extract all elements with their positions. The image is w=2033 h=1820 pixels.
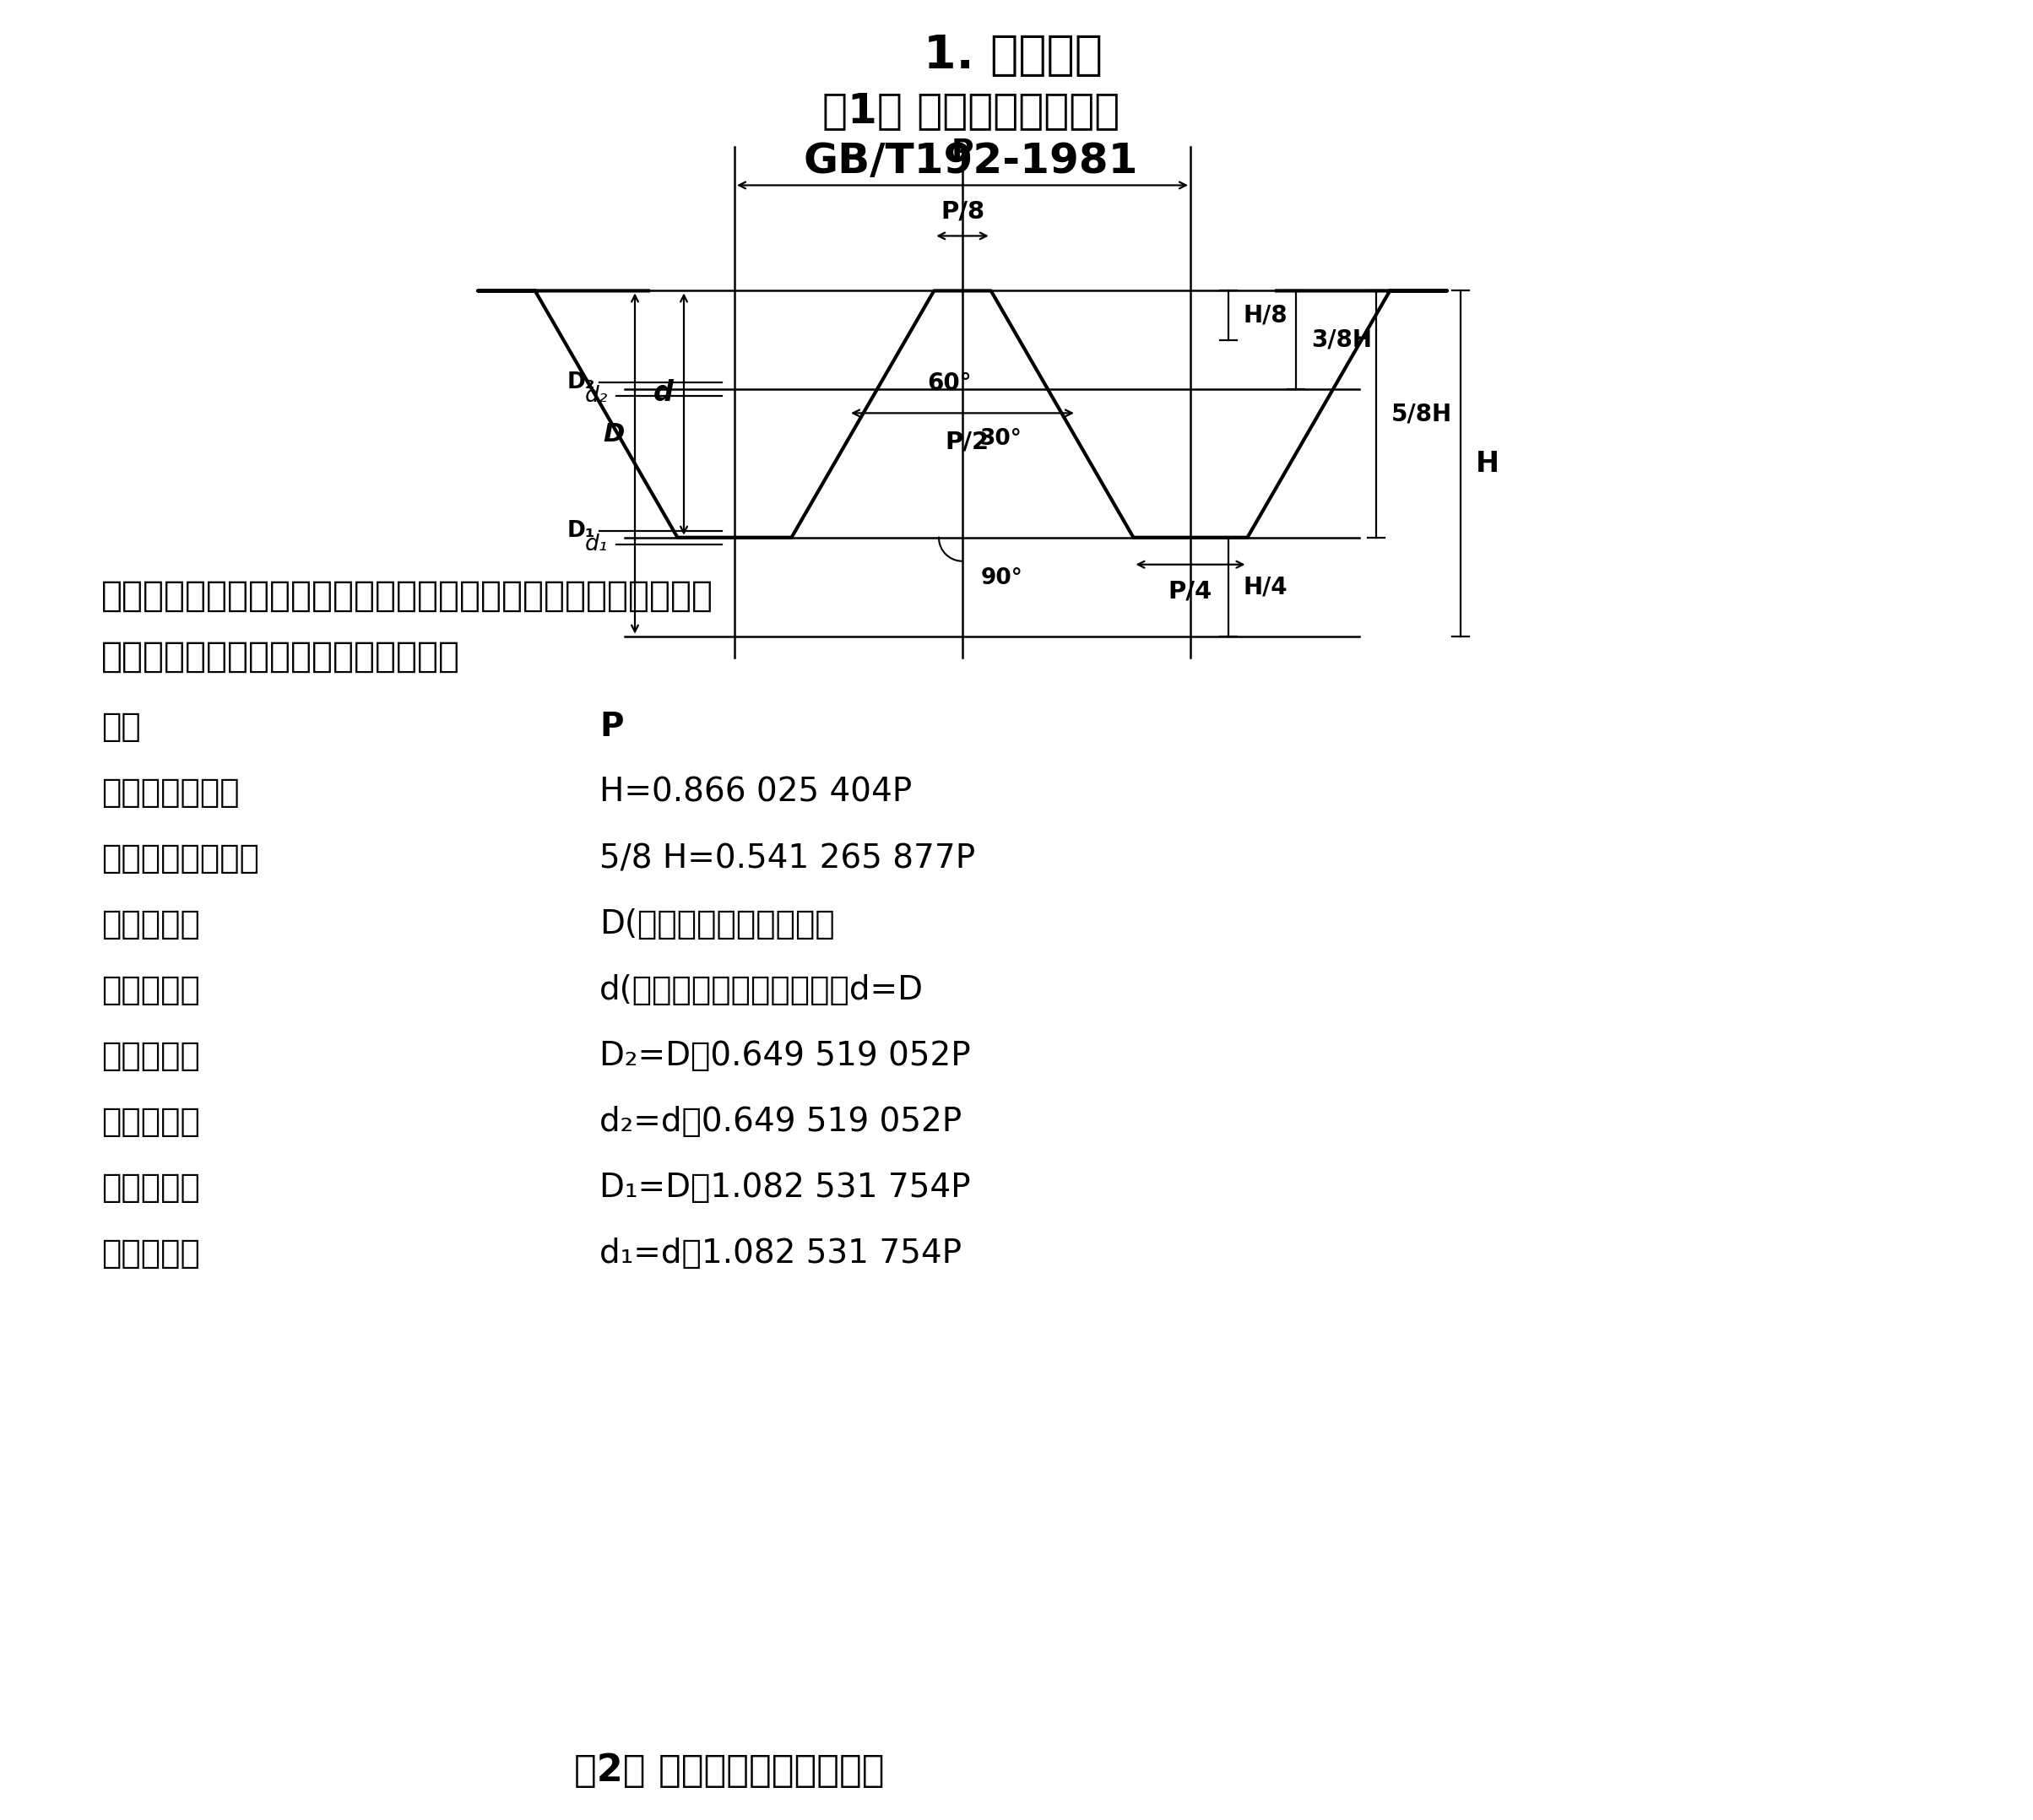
Text: 5/8 H=0.541 265 877P: 5/8 H=0.541 265 877P [600,843,976,875]
Text: （1） 普通螺纹基本牙型: （1） 普通螺纹基本牙型 [821,91,1120,131]
Text: D: D [604,422,624,446]
Text: （2） 普通螺纹规格标记方法: （2） 普通螺纹规格标记方法 [573,1753,884,1789]
Text: 外螺纹小径: 外螺纹小径 [102,1238,199,1270]
Text: 3/8H: 3/8H [1311,328,1372,351]
Text: 牙高（牙型高度）: 牙高（牙型高度） [102,843,258,875]
Text: 外螺纹中径: 外螺纹中径 [102,1107,199,1138]
Text: P: P [951,138,974,167]
Text: 螺距: 螺距 [102,712,140,743]
Text: 30°: 30° [980,428,1021,450]
Text: 外螺纹大径: 外螺纹大径 [102,974,199,1006]
Text: 90°: 90° [982,568,1023,590]
Text: 内螺纹中径: 内螺纹中径 [102,1039,199,1072]
Text: d₂: d₂ [586,386,608,408]
Text: H=0.866 025 404P: H=0.866 025 404P [600,777,913,808]
Text: H: H [1476,450,1500,477]
Text: 内螺纹小径: 内螺纹小径 [102,1172,199,1203]
Text: 普通螺纹基本牙型的尺寸代号的说明：: 普通螺纹基本牙型的尺寸代号的说明： [102,639,459,675]
Text: D(又称内螺纹公程直径）: D(又称内螺纹公程直径） [600,908,836,941]
Text: d(又称外螺纹公程直径），d=D: d(又称外螺纹公程直径），d=D [600,974,923,1006]
Text: 1. 普通螺纹: 1. 普通螺纹 [923,33,1102,78]
Text: P: P [600,712,624,743]
Text: d₁=d－1.082 531 754P: d₁=d－1.082 531 754P [600,1238,962,1270]
Text: D₂=D－0.649 519 052P: D₂=D－0.649 519 052P [600,1039,970,1072]
Text: H/4: H/4 [1244,575,1289,599]
Text: H/8: H/8 [1244,304,1289,328]
Text: D₁: D₁ [567,521,596,542]
Text: 60°: 60° [927,371,972,395]
Text: GB/T192-1981: GB/T192-1981 [803,140,1138,182]
Text: D₂: D₂ [567,371,596,393]
Text: d: d [653,379,673,408]
Text: d₂=d－0.649 519 052P: d₂=d－0.649 519 052P [600,1107,962,1138]
Text: 5/8H: 5/8H [1391,402,1452,426]
Text: P/4: P/4 [1169,581,1212,604]
Text: d₁: d₁ [586,533,608,555]
Text: P/8: P/8 [941,200,984,224]
Text: 原始三角形高度: 原始三角形高度 [102,777,240,808]
Text: D₁=D－1.082 531 754P: D₁=D－1.082 531 754P [600,1172,970,1203]
Text: 内螺纹大径: 内螺纹大径 [102,908,199,941]
Text: 普通螺纹是我国螺栓、螺柱、螺钉和螺母等紧固件上使用的螺纹。: 普通螺纹是我国螺栓、螺柱、螺钉和螺母等紧固件上使用的螺纹。 [102,579,714,613]
Text: P/2: P/2 [945,430,988,453]
